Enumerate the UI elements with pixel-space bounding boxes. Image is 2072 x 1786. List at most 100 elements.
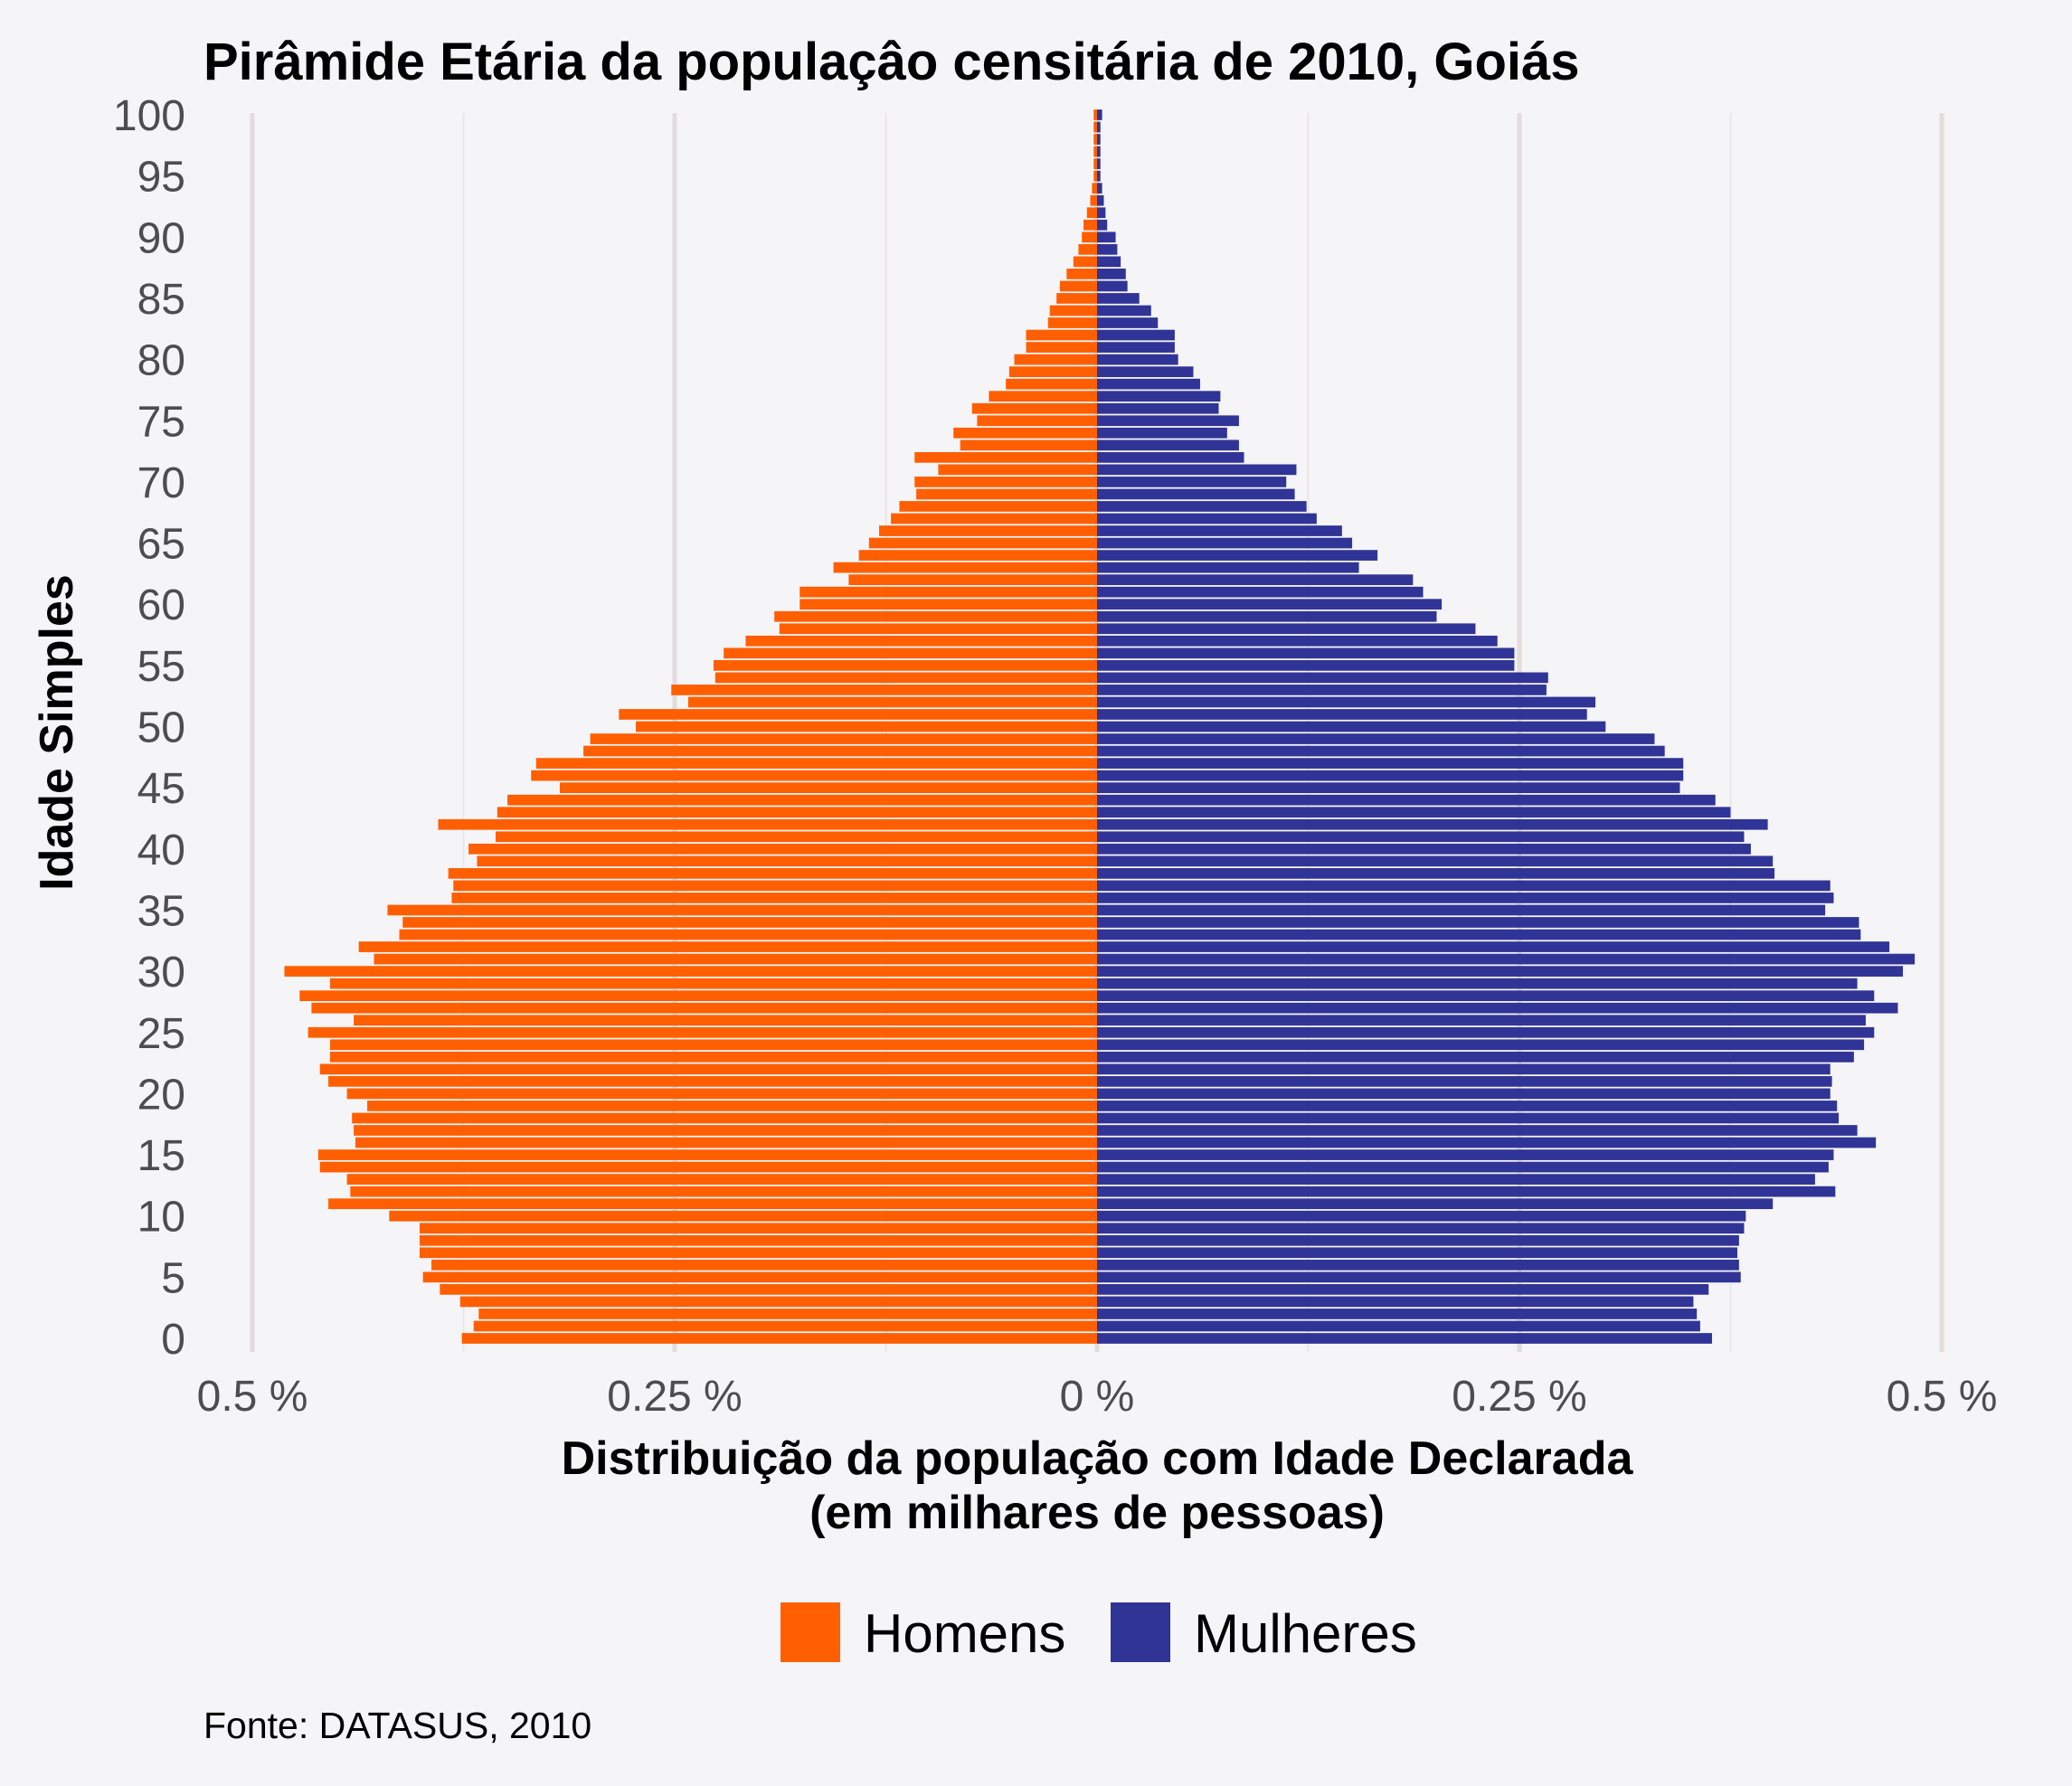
bar-mulheres-age-16 [1097,1137,1877,1148]
y-tick-label: 20 [137,1071,185,1119]
bar-mulheres-age-1 [1097,1320,1700,1332]
bar-homens-age-91 [1083,219,1097,231]
y-tick-label: 45 [137,765,185,813]
y-tick-label: 90 [137,214,185,262]
bar-homens-age-53 [671,685,1097,695]
bar-mulheres-age-41 [1097,831,1745,843]
bar-homens-age-66 [879,525,1097,536]
bar-mulheres-age-25 [1097,1026,1875,1038]
bar-homens-age-16 [355,1137,1097,1148]
bar-homens-age-54 [714,672,1097,684]
bar-mulheres-age-53 [1097,685,1547,695]
bar-homens-age-89 [1078,243,1097,255]
bar-mulheres-age-23 [1097,1051,1854,1063]
bar-homens-age-95 [1093,170,1097,182]
bar-mulheres-age-91 [1097,219,1108,231]
bar-mulheres-age-83 [1097,317,1159,328]
bar-homens-age-82 [1026,329,1097,341]
bar-mulheres-age-59 [1097,610,1437,622]
bar-mulheres-age-50 [1097,721,1606,732]
bar-mulheres-age-57 [1097,635,1498,647]
bar-homens-age-6 [431,1259,1097,1271]
bar-mulheres-age-73 [1097,439,1239,451]
bar-homens-age-79 [1008,366,1097,377]
bar-mulheres-age-76 [1097,402,1219,414]
bar-mulheres-age-13 [1097,1174,1815,1185]
bar-mulheres-age-82 [1097,329,1175,341]
bar-mulheres-age-54 [1097,672,1548,684]
bar-homens-age-68 [899,501,1097,512]
bar-homens-age-81 [1026,342,1097,353]
bar-homens-age-64 [858,550,1097,561]
bar-mulheres-age-61 [1097,586,1424,598]
bar-homens-age-70 [914,477,1097,487]
bar-mulheres-age-74 [1097,427,1227,439]
bar-mulheres-age-18 [1097,1112,1840,1124]
bar-mulheres-age-49 [1097,733,1655,744]
bar-mulheres-age-14 [1097,1161,1829,1173]
bar-mulheres-age-39 [1097,855,1774,867]
bar-mulheres-age-72 [1097,451,1244,463]
bar-mulheres-age-29 [1097,978,1858,989]
bar-homens-age-51 [619,709,1097,720]
bar-mulheres-age-64 [1097,550,1378,561]
bar-mulheres-age-48 [1097,745,1665,757]
bar-homens-age-85 [1056,293,1097,304]
bar-homens-age-42 [438,818,1098,830]
y-tick-label: 60 [137,581,185,629]
bar-mulheres-age-11 [1097,1198,1774,1210]
bar-homens-age-96 [1093,158,1097,169]
x-tick-label: 0 % [1060,1373,1135,1421]
bar-mulheres-age-42 [1097,818,1768,830]
bar-mulheres-age-86 [1097,280,1128,292]
bar-homens-age-15 [317,1149,1097,1160]
bar-homens-age-8 [419,1234,1097,1246]
bar-homens-age-7 [419,1247,1097,1259]
bar-homens-age-5 [422,1271,1098,1283]
bar-homens-age-76 [971,402,1097,414]
y-tick-label: 80 [137,337,185,385]
bar-homens-age-36 [451,893,1097,903]
bar-homens-age-99 [1093,121,1097,133]
bar-mulheres-age-15 [1097,1149,1834,1160]
bar-homens-age-22 [319,1063,1098,1075]
bar-mulheres-age-36 [1097,893,1834,903]
bar-mulheres-age-28 [1097,990,1875,1002]
y-tick-label: 15 [137,1132,185,1180]
bar-mulheres-age-71 [1097,464,1297,476]
bar-homens-age-12 [350,1186,1097,1197]
bar-mulheres-age-7 [1097,1247,1737,1259]
y-tick-label: 95 [137,154,185,202]
bar-mulheres-age-19 [1097,1101,1838,1111]
y-tick-label: 65 [137,521,185,569]
bar-mulheres-age-10 [1097,1210,1746,1222]
source-caption: Fonte: DATASUS, 2010 [203,1705,591,1746]
y-tick-label: 0 [161,1316,185,1364]
bar-homens-age-24 [329,1039,1098,1051]
bar-homens-age-41 [495,831,1097,843]
bar-mulheres-age-67 [1097,513,1317,524]
bar-mulheres-age-32 [1097,941,1890,952]
bar-mulheres-age-77 [1097,391,1221,402]
bar-mulheres-age-30 [1097,966,1904,977]
bar-homens-age-49 [590,733,1097,744]
bar-homens-age-34 [402,917,1097,928]
legend-label-mulheres: Mulheres [1194,1603,1417,1664]
bar-mulheres-age-27 [1097,1002,1898,1014]
bar-mulheres-age-93 [1097,194,1104,206]
bar-mulheres-age-40 [1097,843,1751,855]
bar-homens-age-83 [1047,317,1097,328]
bar-mulheres-age-45 [1097,782,1680,794]
chart-title: Pirâmide Etária da populaçâo censitária … [203,33,1580,91]
legend: Homens Mulheres [781,1602,1417,1664]
x-tick-label: 0.25 % [1452,1373,1586,1421]
bar-mulheres-age-47 [1097,758,1684,769]
bar-mulheres-age-17 [1097,1125,1858,1136]
bar-mulheres-age-92 [1097,207,1106,219]
bar-homens-age-17 [354,1125,1098,1136]
bar-mulheres-age-12 [1097,1186,1836,1197]
bar-homens-age-4 [440,1284,1097,1295]
bar-mulheres-age-20 [1097,1088,1831,1100]
bar-mulheres-age-37 [1097,880,1831,892]
bar-homens-age-32 [358,941,1098,952]
